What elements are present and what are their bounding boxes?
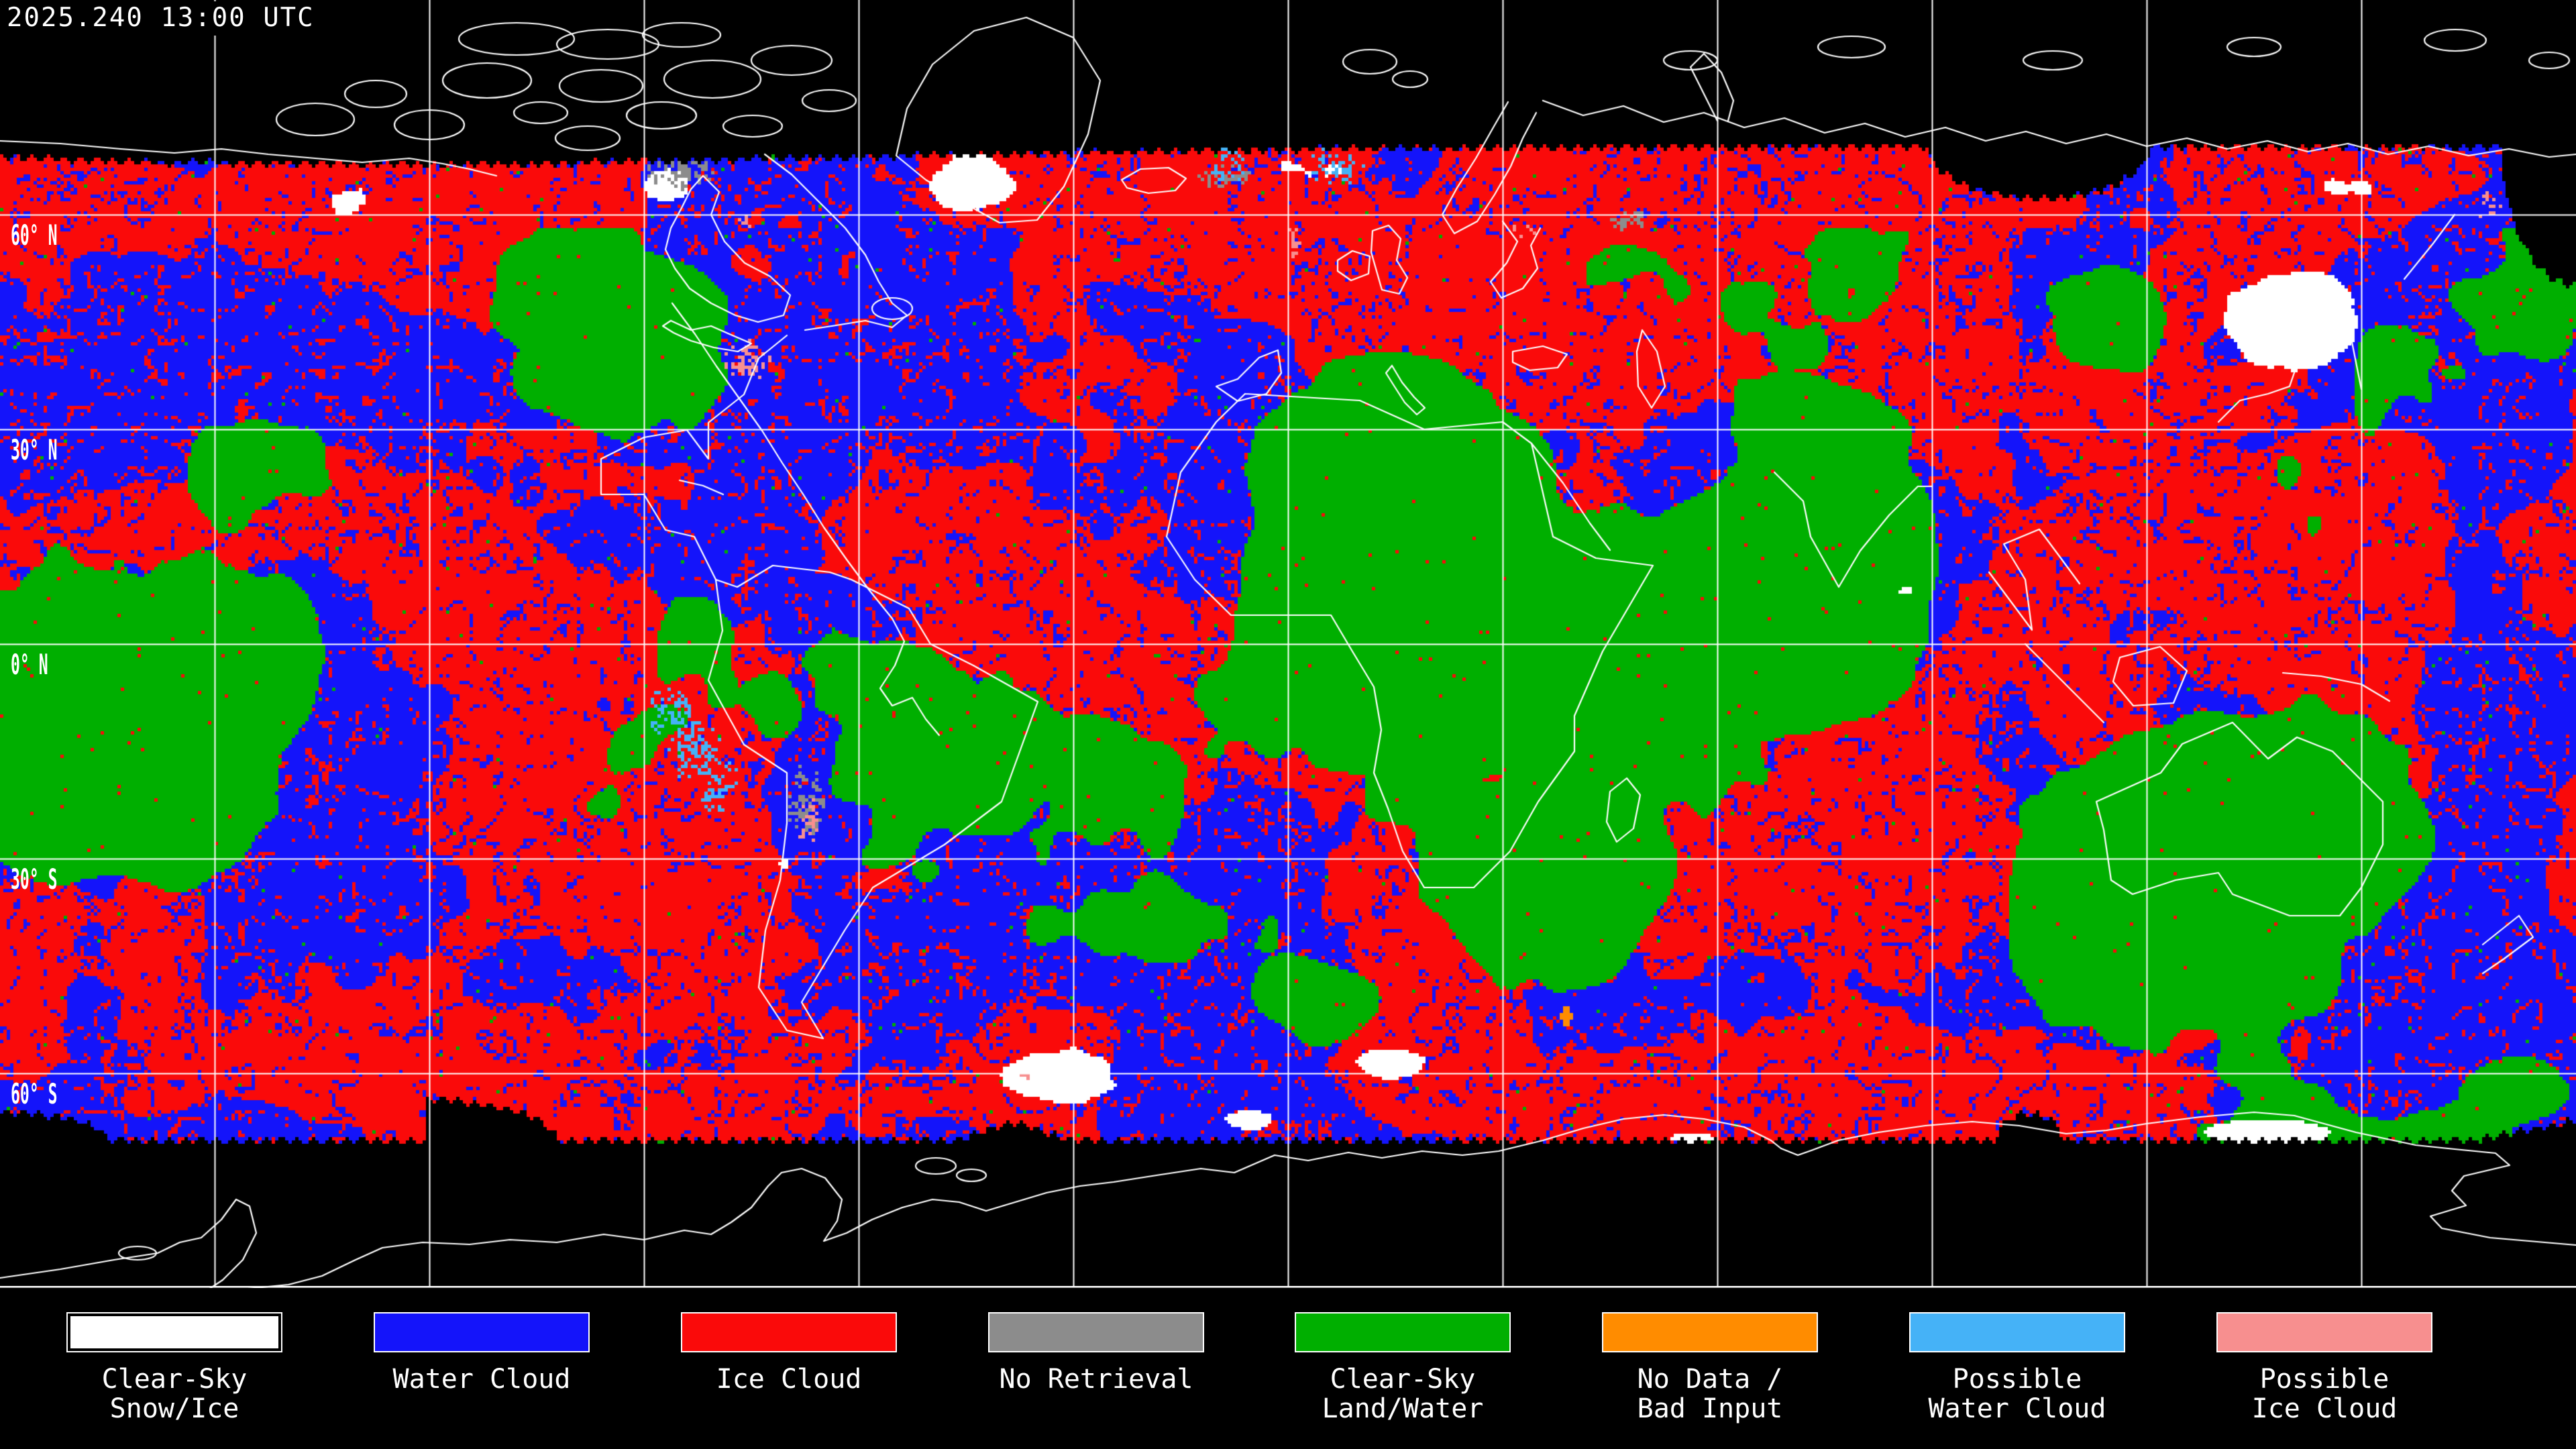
legend-swatch-clear-sky-snow-ice (66, 1312, 282, 1352)
legend-label-clear-sky-land-water: Clear-Sky Land/Water (1322, 1364, 1484, 1424)
legend-swatch-possible-ice-cloud (2216, 1312, 2432, 1352)
legend-label-no-data-bad-input: No Data / Bad Input (1637, 1364, 1783, 1424)
legend-swatch-water-cloud (374, 1312, 590, 1352)
legend-label-no-retrieval: No Retrieval (999, 1364, 1193, 1395)
legend-label-possible-ice-cloud: Possible Ice Cloud (2251, 1364, 2398, 1424)
legend: Clear-Sky Snow/Ice Water Cloud Ice Cloud No … (0, 1288, 2576, 1449)
legend-swatch-possible-water-cloud (1909, 1312, 2125, 1352)
legend-item-possible-water-cloud: Possible Water Cloud (1909, 1312, 2125, 1424)
legend-item-clear-sky-snow-ice: Clear-Sky Snow/Ice (66, 1312, 282, 1424)
legend-item-ice-cloud: Ice Cloud (681, 1312, 897, 1394)
legend-label-water-cloud: Water Cloud (392, 1364, 571, 1395)
lat-label-30N: 30° N (11, 433, 58, 466)
lat-label-30S: 30° S (11, 863, 58, 896)
legend-item-possible-ice-cloud: Possible Ice Cloud (2216, 1312, 2432, 1424)
legend-label-clear-sky-snow-ice: Clear-Sky Snow/Ice (101, 1364, 248, 1424)
cloud-classification-map (0, 0, 2576, 1288)
legend-swatch-no-data-bad-input (1602, 1312, 1818, 1352)
lat-label-60N: 60° N (11, 219, 58, 252)
legend-label-possible-water-cloud: Possible Water Cloud (1928, 1364, 2106, 1424)
legend-item-water-cloud: Water Cloud (374, 1312, 590, 1394)
legend-item-clear-sky-land-water: Clear-Sky Land/Water (1295, 1312, 1511, 1424)
map-legend-divider (0, 1286, 2576, 1287)
legend-item-no-retrieval: No Retrieval (988, 1312, 1204, 1394)
legend-item-no-data-bad-input: No Data / Bad Input (1602, 1312, 1818, 1424)
legend-swatch-clear-sky-land-water (1295, 1312, 1511, 1352)
lat-label-0N: 0° N (11, 648, 48, 681)
legend-swatch-ice-cloud (681, 1312, 897, 1352)
lat-label-60S: 60° S (11, 1077, 58, 1110)
legend-swatch-no-retrieval (988, 1312, 1204, 1352)
legend-label-ice-cloud: Ice Cloud (716, 1364, 862, 1395)
timestamp: 2025.240 13:00 UTC (7, 1, 324, 36)
